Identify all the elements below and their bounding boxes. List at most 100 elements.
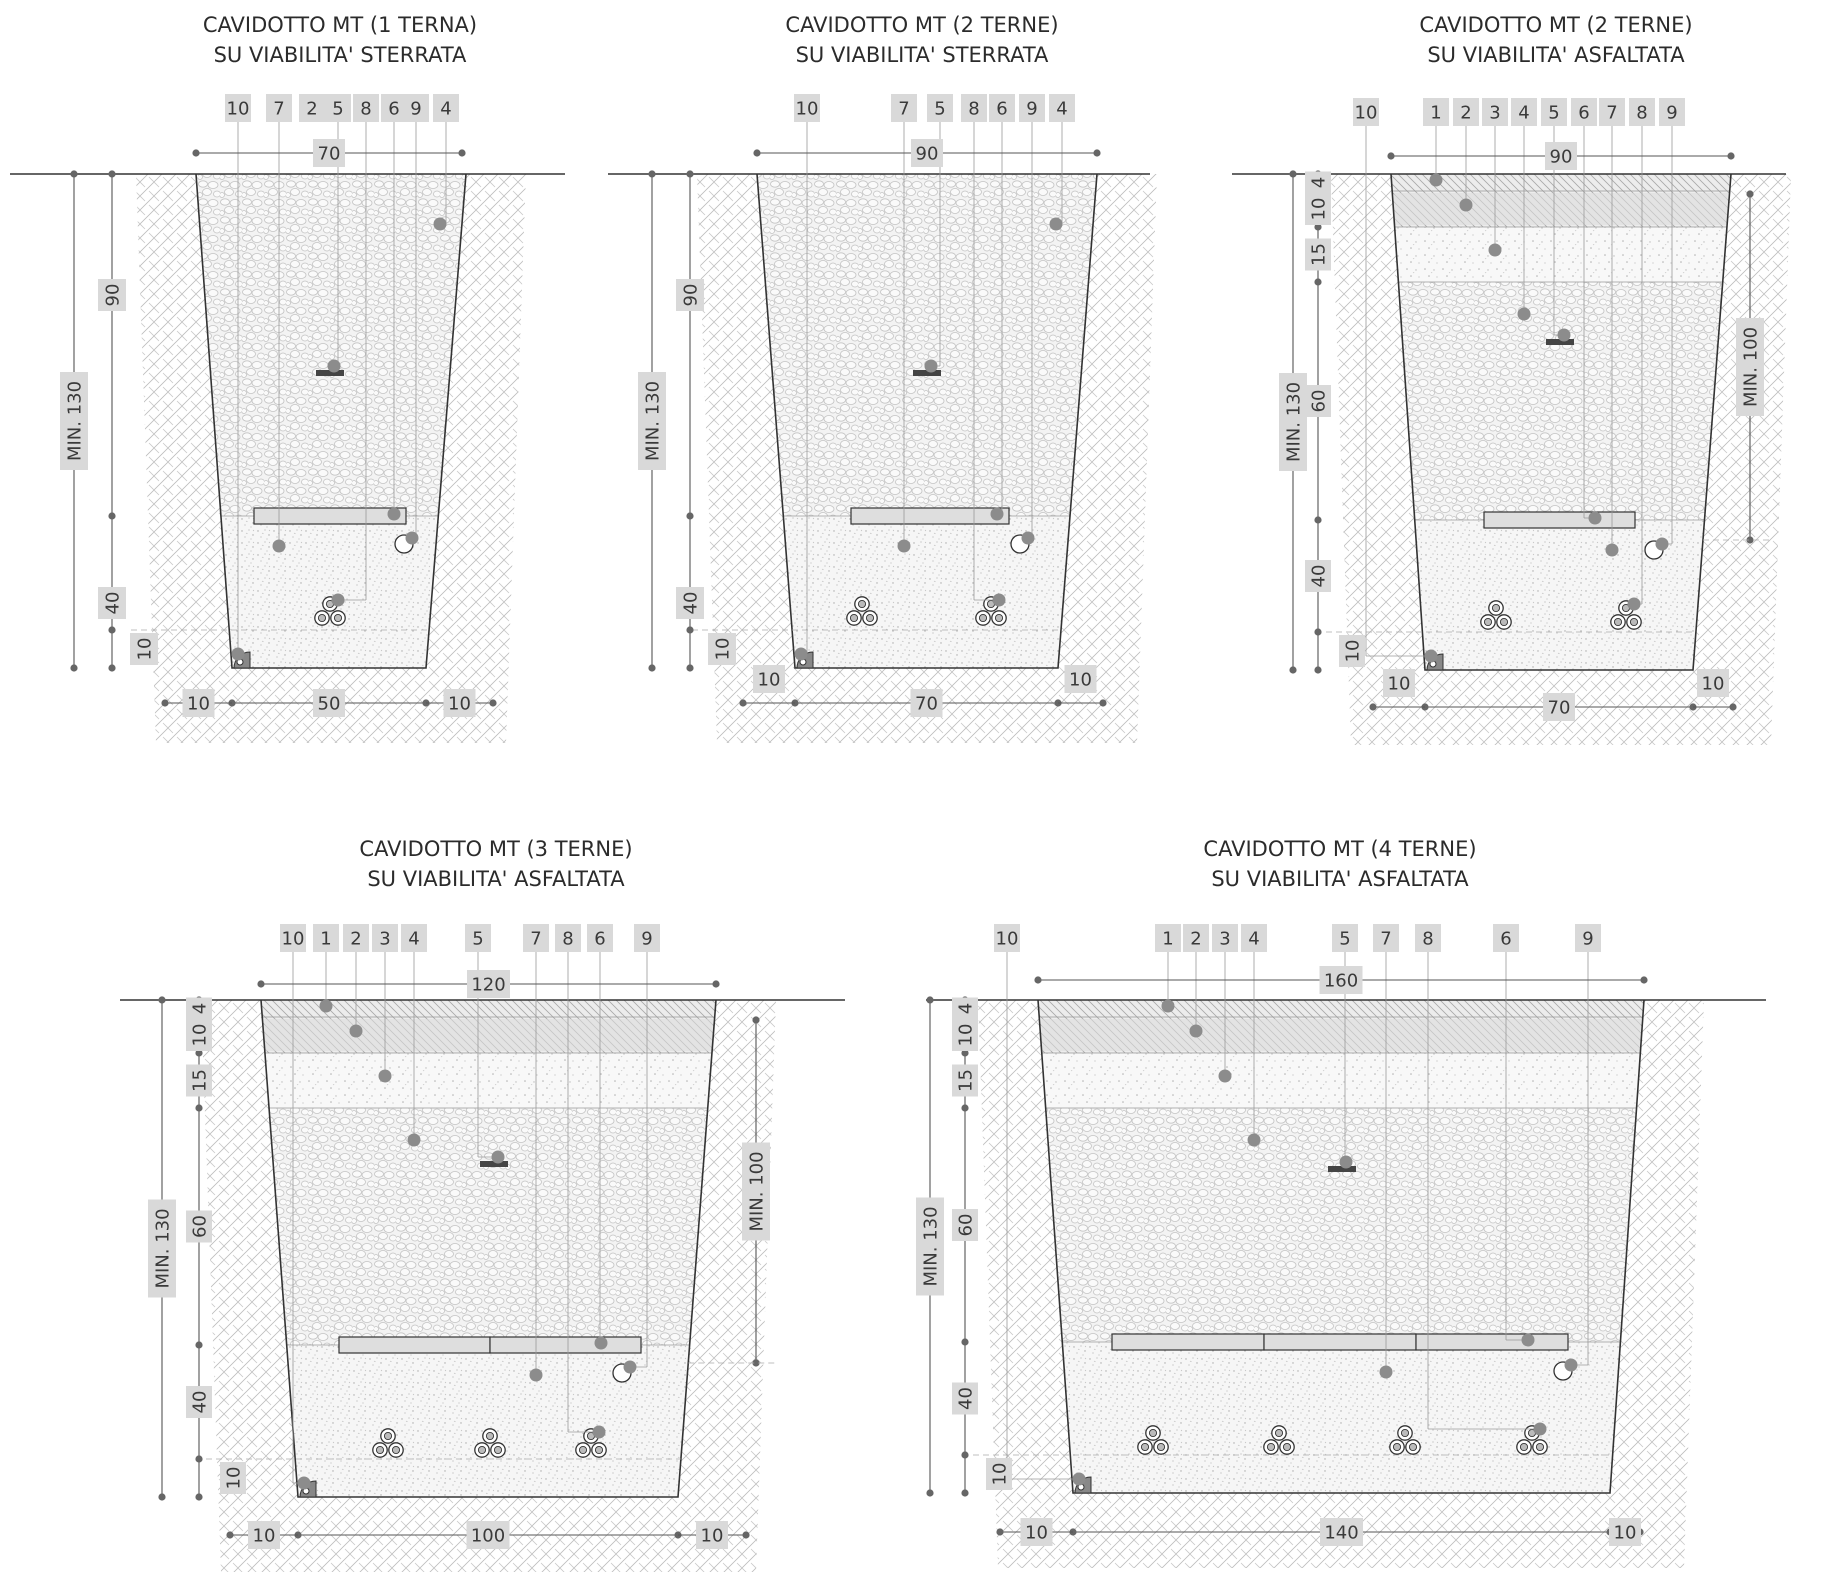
callout-label: 1: [1155, 924, 1181, 952]
dim-label-text: 5: [472, 929, 483, 950]
dim-label-text: 6: [1500, 929, 1511, 950]
dim-endpoint: [108, 512, 116, 520]
cable-triplet: [1389, 1425, 1421, 1455]
leader-dot: [1247, 1133, 1261, 1147]
cable-triplet: [1137, 1425, 1169, 1455]
dim-endpoint: [458, 149, 466, 157]
dim-label-bg: [98, 587, 126, 619]
section-subtitle: SU VIABILITA' ASFALTATA: [1427, 43, 1685, 67]
dim-endpoint: [1099, 699, 1107, 707]
trench-outline: [756, 173, 1098, 669]
top-width-dim: 90: [1545, 142, 1577, 170]
dim-label-text: 1: [320, 929, 331, 950]
asphalt-dim: 4: [186, 997, 212, 1020]
dim-label-text: 10: [190, 1024, 211, 1047]
cable-core: [1629, 617, 1639, 627]
dim-label-bg: [443, 689, 476, 717]
dim-endpoint: [70, 170, 78, 178]
dim-label-text: 40: [681, 592, 702, 615]
dim-endpoint: [195, 1341, 203, 1349]
callout-label: 5: [927, 94, 953, 122]
leader-dot: [1072, 1472, 1086, 1486]
dim-label-bg: [986, 1458, 1012, 1490]
dim-label-text: 15: [956, 1069, 977, 1092]
cable-core: [865, 613, 875, 623]
cable-core: [493, 1445, 503, 1455]
dim-label-bg: [433, 94, 459, 122]
dim-label-text: 6: [388, 99, 399, 120]
warning-tape: [480, 1161, 508, 1167]
dim-label-bg: [60, 372, 88, 470]
asphalt-layer: [261, 1000, 716, 1017]
leader-dot: [231, 647, 245, 661]
dim-label-bg: [952, 1019, 978, 1051]
binder-dim: 10: [186, 1019, 212, 1051]
section-subtitle: SU VIABILITA' ASFALTATA: [1211, 867, 1469, 891]
side-margin-dim-left: 10: [1020, 1518, 1053, 1546]
callout-label: 9: [1575, 924, 1601, 952]
dim-endpoint: [1314, 278, 1322, 286]
dim-label-bg: [325, 94, 351, 122]
dim-label-bg: [1305, 171, 1331, 194]
dim-label-text: 10: [1355, 103, 1378, 124]
dim-endpoint: [108, 170, 116, 178]
bottom-width-dim: 70: [1543, 693, 1575, 721]
callout-label: 3: [1482, 98, 1508, 126]
fill-dim: 60: [1305, 385, 1331, 417]
lower-depth-dim: 40: [98, 587, 126, 619]
dim-label-text: 10: [227, 99, 250, 120]
cable-core: [594, 1445, 604, 1455]
dim-label-bg: [1241, 924, 1267, 952]
callout-label: 5: [325, 94, 351, 122]
right-depth-dim: MIN. 100: [742, 1142, 770, 1241]
dim-label-text: 4: [190, 1003, 211, 1014]
leader-dot: [594, 1336, 608, 1350]
dim-label-bg: [952, 1209, 978, 1241]
cable-core: [1613, 617, 1623, 627]
backfill-layer: [269, 1108, 708, 1345]
dim-label-bg: [186, 1210, 212, 1243]
callout-label: 7: [523, 924, 549, 952]
sand-bed: [1414, 520, 1705, 670]
dim-label-bg: [696, 1521, 728, 1549]
dim-label-bg: [1541, 98, 1567, 126]
dim-endpoint: [648, 664, 656, 672]
binder-dim: 10: [952, 1019, 978, 1051]
asphalt-layer: [1038, 1000, 1644, 1017]
callout-label: 10: [225, 94, 251, 122]
slab-segment: [338, 1336, 491, 1354]
side-margin-dim-left: 10: [753, 665, 785, 693]
dim-label-bg: [1353, 98, 1379, 126]
callout-label: 8: [961, 94, 987, 122]
dim-endpoint: [108, 626, 116, 634]
dim-label-bg: [910, 689, 943, 717]
dim-endpoint: [648, 170, 656, 178]
right-depth-dim: MIN. 100: [1736, 318, 1764, 416]
asphalt-dim: 4: [1305, 171, 1331, 194]
dim-label-text: 5: [934, 99, 945, 120]
dim-label-bg: [1629, 98, 1655, 126]
dim-label-text: 40: [190, 1391, 211, 1414]
leader-dot: [491, 1150, 505, 1164]
side-margin-dim-right: 10: [1064, 665, 1097, 693]
leader-dot: [1429, 173, 1443, 187]
leader-dot: [319, 999, 333, 1013]
dim-endpoint: [1314, 666, 1322, 674]
dim-label-bg: [186, 1019, 212, 1051]
slab-segment: [1111, 1333, 1265, 1351]
side-margin-dim-right: 10: [443, 689, 476, 717]
dim-label-bg: [148, 1199, 176, 1298]
dim-label-bg: [1545, 142, 1577, 170]
callout-label: 4: [1241, 924, 1267, 952]
dim-label-bg: [1155, 924, 1181, 952]
dim-label-bg: [989, 94, 1015, 122]
upper-depth-dim: 90: [676, 279, 704, 311]
callout-label: 5: [1332, 924, 1358, 952]
dim-endpoint: [926, 1489, 934, 1497]
dim-label-bg: [248, 1521, 280, 1549]
dim-label-text: MIN. 130: [643, 381, 664, 461]
callout-label: 8: [555, 924, 581, 952]
dim-label-text: 6: [1578, 103, 1589, 124]
leader-dot: [1488, 243, 1502, 257]
bottom-width-dim: 140: [1320, 1518, 1363, 1546]
